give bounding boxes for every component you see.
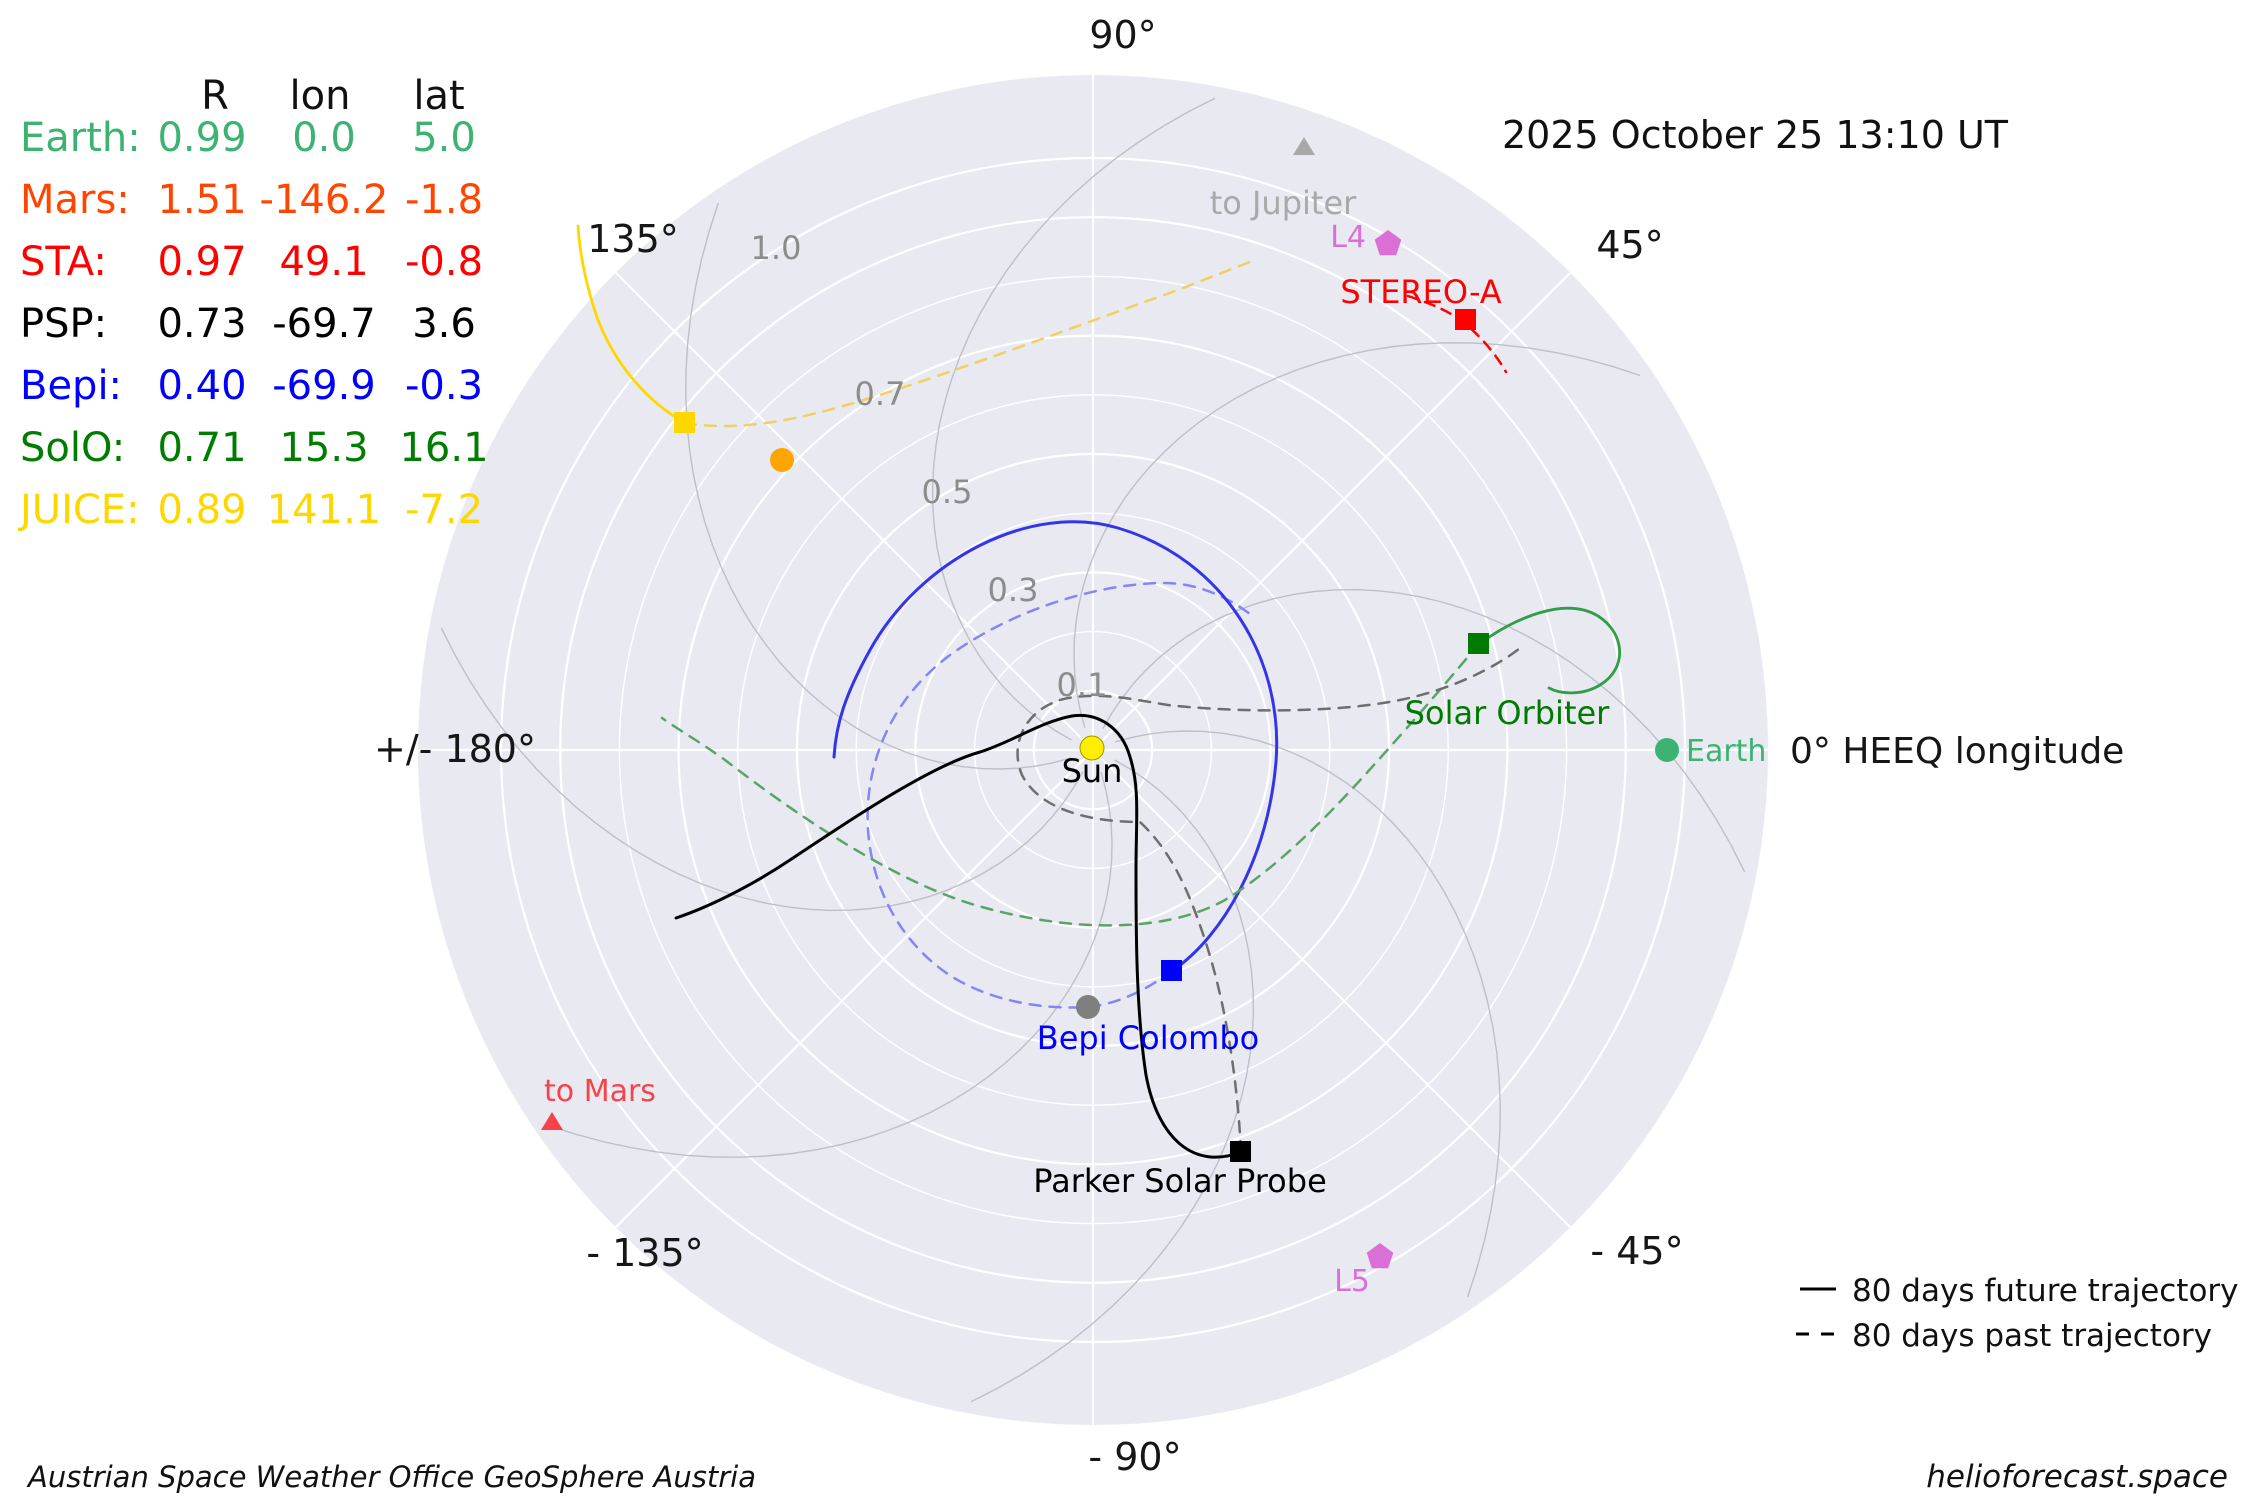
sun-marker (1079, 735, 1105, 761)
rtick-0-1: 0.1 (1057, 666, 1108, 704)
position-table: R lon lat Earth: 0.99 0.0 5.0 Mars: 1.51… (17, 73, 489, 533)
table-header-lon: lon (290, 73, 351, 119)
angle-label-135: 135° (587, 217, 679, 261)
psp-marker (1230, 1141, 1251, 1162)
stereo-a-past-trajectory (1406, 294, 1508, 374)
table-cell-r: 0.89 (157, 487, 246, 533)
sun-label: Sun (1062, 752, 1123, 790)
polar-grid (418, 75, 1768, 1425)
rtick-0-3: 0.3 (988, 571, 1039, 609)
angle-label-neg135: - 135° (586, 1231, 703, 1275)
table-cell-lon: 15.3 (279, 425, 368, 471)
table-row-name: Bepi: (20, 363, 122, 409)
psp-past-trajectory (1016, 646, 1522, 1154)
legend-past-label: 80 days past trajectory (1852, 1318, 2212, 1354)
earth-label: Earth (1686, 734, 1766, 769)
table-cell-lon: 49.1 (279, 239, 368, 285)
table-row-name: Mars: (20, 177, 130, 223)
table-row-name: STA: (20, 239, 107, 285)
venus-marker (770, 448, 794, 472)
legend-future-label: 80 days future trajectory (1852, 1273, 2239, 1309)
stereo-a-label: STEREO-A (1340, 273, 1501, 311)
rtick-0-5: 0.5 (922, 473, 973, 511)
trajectories (576, 224, 1622, 1159)
table-cell-lat: 5.0 (412, 115, 476, 161)
markers (541, 137, 1679, 1269)
radial-tick-labels: 0.1 0.3 0.5 0.7 1.0 (751, 229, 1108, 704)
trajectory-legend: 80 days future trajectory 80 days past t… (1796, 1273, 2239, 1354)
table-cell-r: 0.97 (157, 239, 246, 285)
solar-orbiter-label: Solar Orbiter (1405, 694, 1611, 732)
juice-future-trajectory (576, 224, 687, 425)
angle-label-90: 90° (1089, 13, 1156, 57)
to-mars-label: to Mars (544, 1074, 656, 1109)
solar-orbiter-past-trajectory (660, 642, 1481, 927)
l4-label: L4 (1330, 220, 1366, 255)
l4-marker (1374, 230, 1402, 256)
earth-marker (1655, 738, 1679, 762)
table-row-name: Earth: (20, 115, 141, 161)
table-cell-r: 1.51 (157, 177, 246, 223)
angle-label-180: +/- 180° (374, 727, 536, 771)
table-cell-lat: -1.8 (405, 177, 483, 223)
bepi-marker (1161, 960, 1182, 981)
table-cell-r: 0.73 (157, 301, 246, 347)
stereo-a-marker (1455, 309, 1476, 330)
rtick-1-0: 1.0 (751, 229, 802, 267)
table-cell-lat: -0.8 (405, 239, 483, 285)
footer-website: helioforecast.space (1926, 1459, 2228, 1495)
bepi-future-trajectory (832, 520, 1279, 973)
table-header-r: R (201, 73, 229, 119)
table-header-lat: lat (413, 73, 464, 119)
table-row-name: PSP: (20, 301, 107, 347)
marker-labels: Sun Earth STEREO-A Solar Orbiter Bepi Co… (544, 184, 1766, 1299)
to-jupiter-label: to Jupiter (1210, 184, 1357, 222)
table-cell-lat: -0.3 (405, 363, 483, 409)
table-cell-lon: -69.9 (272, 363, 376, 409)
psp-label: Parker Solar Probe (1033, 1162, 1327, 1200)
psp-future-trajectory (674, 713, 1243, 1159)
juice-past-trajectory (683, 260, 1252, 428)
rtick-0-7: 0.7 (855, 375, 906, 413)
to-mars-direction-icon (541, 1112, 563, 1130)
table-cell-lon: -146.2 (260, 177, 389, 223)
datetime-title: 2025 October 25 13:10 UT (1502, 113, 2009, 157)
l5-label: L5 (1334, 1264, 1370, 1299)
table-cell-r: 0.71 (157, 425, 246, 471)
angle-labels: 0° HEEQ longitude 45° 90° 135° +/- 180° … (374, 13, 2124, 1479)
solar-orbiter-marker (1468, 633, 1489, 654)
angle-label-neg45: - 45° (1590, 1229, 1683, 1273)
table-cell-lon: 0.0 (292, 115, 356, 161)
l5-marker (1366, 1243, 1394, 1269)
solar-orbiter-future-trajectory (1477, 606, 1622, 695)
mercury-marker (1076, 995, 1100, 1019)
table-cell-r: 0.99 (157, 115, 246, 161)
table-cell-lon: 141.1 (267, 487, 382, 533)
table-row-name: JUICE: (17, 487, 140, 533)
table-cell-lat: -7.2 (405, 487, 483, 533)
table-row-name: SolO: (20, 425, 125, 471)
table-cell-lon: -69.7 (272, 301, 376, 347)
table-cell-r: 0.40 (157, 363, 246, 409)
to-jupiter-direction-icon (1293, 137, 1315, 155)
footer-organization: Austrian Space Weather Office GeoSphere … (26, 1460, 756, 1494)
juice-marker (674, 412, 695, 433)
table-cell-lat: 16.1 (399, 425, 488, 471)
bepi-label: Bepi Colombo (1037, 1019, 1259, 1057)
angle-label-neg90: - 90° (1088, 1435, 1181, 1479)
table-cell-lat: 3.6 (412, 301, 476, 347)
angle-label-0: 0° HEEQ longitude (1790, 731, 2124, 772)
angle-label-45: 45° (1596, 223, 1663, 267)
parker-spiral-lines (440, 97, 1746, 1403)
